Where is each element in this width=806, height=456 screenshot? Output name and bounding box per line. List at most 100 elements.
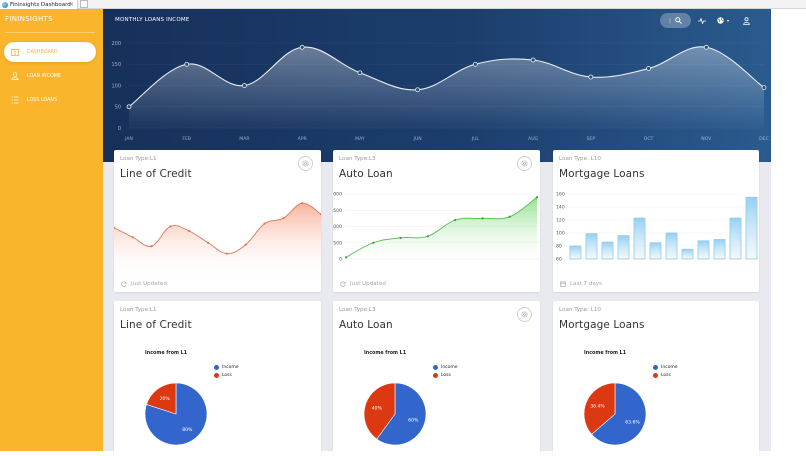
loss-dot-icon [214, 372, 219, 378]
legend-loss[interactable]: Loss [433, 371, 458, 379]
svg-text:63.6%: 63.6% [625, 420, 640, 426]
refresh-icon [121, 281, 127, 287]
sidebar-item-loss-loans[interactable]: LOSS LOANS [4, 90, 96, 110]
svg-text:50: 50 [115, 105, 121, 111]
search-button[interactable]: | [660, 13, 691, 28]
svg-text:1500: 1500 [333, 208, 342, 214]
svg-text:AUG: AUG [528, 136, 539, 142]
sidebar-item-loan-income[interactable]: LOAN INCOME [4, 66, 96, 86]
user-icon[interactable] [742, 16, 751, 25]
pie-legend: Income Loss [214, 363, 239, 379]
refresh-icon [340, 281, 346, 287]
pie-title: Income from L1 [584, 351, 627, 356]
legend-loss[interactable]: Loss [653, 371, 678, 379]
favicon-icon [2, 1, 8, 8]
svg-text:36.4%: 36.4% [590, 404, 605, 410]
tab-title: Fininsights Dashboard [10, 1, 71, 8]
svg-text:500: 500 [333, 240, 342, 246]
card-subtitle: Loan Type: L10 [559, 156, 601, 162]
legend-income[interactable]: Income [653, 363, 678, 371]
legend-label: Loss [441, 372, 451, 378]
sidebar-item-label: LOSS LOANS [27, 97, 57, 103]
card-title: Line of Credit [120, 319, 192, 331]
svg-text:2000: 2000 [333, 192, 342, 198]
legend-income[interactable]: Income [433, 363, 458, 371]
svg-text:160: 160 [556, 192, 565, 198]
gear-icon [521, 160, 528, 167]
card-auto-loan-pie: Loan Type:L3 Auto Loan Income from L1 In… [333, 301, 540, 456]
svg-text:200: 200 [111, 41, 121, 47]
monthly-income-chart: 0 50 100 150 200 JAN FEB MAR APR MAY JUN JUL AUG SEP O… [111, 41, 768, 142]
browser-tab[interactable]: Fininsights Dashboard × [0, 0, 78, 9]
box-icon [11, 48, 19, 56]
search-cursor: | [669, 17, 671, 24]
income-dot-icon [653, 364, 658, 370]
card-line-of-credit-pie: Loan Type:L1 Line of Credit Income from … [114, 301, 321, 456]
svg-text:OCT: OCT [644, 136, 654, 142]
user-icon [11, 72, 19, 80]
settings-button[interactable] [517, 307, 532, 322]
svg-text:60%: 60% [408, 418, 419, 424]
income-dot-icon [214, 364, 219, 370]
chevron-down-icon: ▾ [726, 18, 729, 23]
new-tab-button[interactable] [80, 0, 88, 8]
card-footer: Last 7 days [560, 281, 602, 287]
footer-text: Just Updated [131, 281, 167, 287]
income-dot-icon [433, 364, 438, 370]
footer-text: Last 7 days [570, 281, 602, 287]
mortgage-loans-chart: 60 80 100 120 140 160 [556, 192, 759, 263]
sidebar-item-label: DASHBOARD [27, 49, 58, 55]
card-subtitle: Loan Type: L10 [559, 307, 601, 313]
card-auto-loan: Loan Type:L3 Auto Loan 0500100015002000 … [333, 150, 540, 292]
income-pie-chart: 80% 20% [144, 382, 208, 446]
svg-text:0: 0 [118, 126, 121, 132]
svg-text:100: 100 [111, 83, 121, 89]
card-title: Auto Loan [339, 319, 393, 331]
app: FININSIGHTS DASHBOARD LOAN INCOME LOSS L… [0, 9, 771, 456]
svg-text:80: 80 [556, 244, 562, 250]
legend-loss[interactable]: Loss [214, 371, 239, 379]
settings-button[interactable] [517, 156, 532, 171]
brand-logo[interactable]: FININSIGHTS [5, 15, 53, 23]
card-title: Mortgage Loans [559, 168, 645, 180]
globe-dropdown[interactable]: ▾ [715, 16, 731, 25]
svg-text:60: 60 [556, 257, 562, 263]
card-subtitle: Loan Type:L3 [339, 307, 376, 313]
svg-text:40%: 40% [372, 406, 383, 412]
legend-label: Income [222, 364, 239, 370]
svg-text:120: 120 [556, 218, 565, 224]
svg-text:JUL: JUL [471, 136, 480, 142]
legend-income[interactable]: Income [214, 363, 239, 371]
footer-text: Just Updated [350, 281, 386, 287]
sidebar-item-label: LOAN INCOME [27, 73, 61, 79]
svg-text:MAR: MAR [239, 136, 250, 142]
settings-button[interactable] [298, 156, 313, 171]
card-subtitle: Loan Type:L1 [120, 307, 157, 313]
list-icon [11, 96, 19, 104]
svg-text:NOV: NOV [701, 136, 712, 142]
sidebar-item-dashboard[interactable]: DASHBOARD [4, 42, 96, 62]
income-pie-chart: 60% 40% [363, 382, 427, 446]
svg-text:100: 100 [556, 231, 565, 237]
card-title: Line of Credit [120, 168, 192, 180]
card-footer: Just Updated [340, 281, 386, 287]
pie-title: Income from L1 [364, 351, 407, 356]
pie-title: Income from L1 [145, 351, 188, 356]
browser-tab-bar: Fininsights Dashboard × [0, 0, 806, 9]
pie-legend: Income Loss [653, 363, 678, 379]
svg-text:80%: 80% [182, 427, 193, 433]
search-icon [675, 17, 682, 24]
svg-text:0: 0 [339, 257, 342, 263]
loss-dot-icon [433, 372, 438, 378]
svg-text:1000: 1000 [333, 224, 342, 230]
pulse-icon[interactable] [697, 16, 706, 25]
legend-label: Income [661, 364, 678, 370]
legend-label: Loss [661, 372, 671, 378]
tab-close-icon[interactable]: × [68, 1, 74, 8]
calendar-icon [560, 281, 566, 287]
pie-legend: Income Loss [433, 363, 458, 379]
card-footer: Just Updated [121, 281, 167, 287]
svg-text:MAY: MAY [355, 136, 365, 142]
svg-text:APR: APR [298, 136, 308, 142]
auto-loan-chart: 0 500 1000 1500 2000 [333, 192, 540, 267]
